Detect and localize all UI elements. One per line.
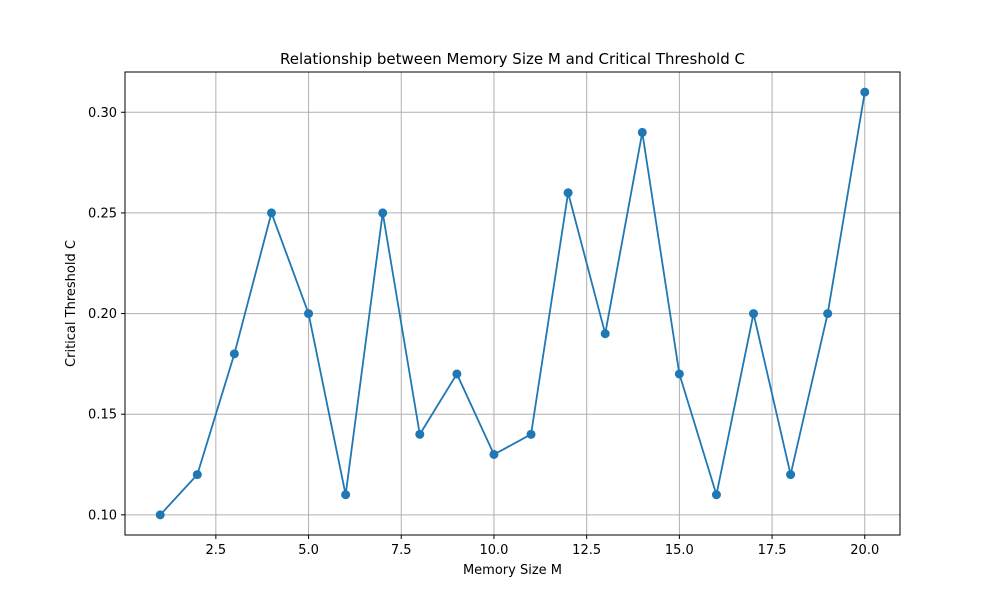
data-point — [266, 208, 276, 218]
y-tick-label: 0.10 — [88, 508, 117, 523]
data-point — [823, 309, 833, 319]
data-point — [749, 309, 759, 319]
data-point — [711, 490, 721, 500]
x-tick-label: 7.5 — [391, 543, 412, 558]
x-axis-label: Memory Size M — [463, 563, 562, 578]
plot-frame — [124, 71, 901, 536]
y-tick-label: 0.30 — [88, 106, 117, 121]
x-tick-label: 17.5 — [758, 543, 787, 558]
x-tick-label: 12.5 — [572, 543, 601, 558]
data-point — [415, 429, 425, 439]
axis-ticks: 2.5 5.0 7.5 10.0 12.5 15.0 17.5 20.0 0.10 0.15 0.2… — [88, 106, 879, 558]
chart-title: Relationship between Memory Size M and C… — [280, 50, 745, 68]
x-tick-label: 15.0 — [665, 543, 694, 558]
data-point — [192, 470, 202, 480]
data-point — [378, 208, 388, 218]
x-tick-label: 20.0 — [850, 543, 879, 558]
data-point — [860, 87, 870, 97]
y-tick-label: 0.15 — [88, 408, 117, 423]
x-tick-label: 10.0 — [479, 543, 508, 558]
y-axis-label: Critical Threshold C — [64, 240, 79, 367]
data-point — [155, 510, 165, 520]
x-tick-label: 2.5 — [206, 543, 227, 558]
series — [155, 87, 870, 520]
y-tick-label: 0.20 — [88, 307, 117, 322]
y-tick-label: 0.25 — [88, 206, 117, 221]
series-line — [159, 91, 866, 516]
grid — [125, 72, 900, 535]
data-point — [304, 309, 314, 319]
data-point — [452, 369, 462, 379]
data-point — [563, 188, 573, 198]
data-point — [526, 429, 536, 439]
data-point — [600, 329, 610, 339]
x-tick-label: 5.0 — [298, 543, 319, 558]
data-point — [341, 490, 351, 500]
data-point — [674, 369, 684, 379]
data-point — [229, 349, 239, 359]
data-point — [786, 470, 796, 480]
data-point — [637, 127, 647, 137]
data-point — [489, 449, 499, 459]
